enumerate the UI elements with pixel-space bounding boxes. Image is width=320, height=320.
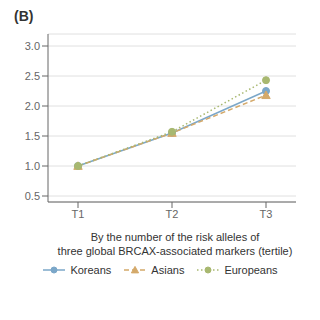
svg-text:2.0: 2.0: [25, 100, 40, 112]
svg-text:3.0: 3.0: [25, 40, 40, 52]
svg-text:1.0: 1.0: [25, 160, 40, 172]
svg-text:T1: T1: [72, 208, 85, 220]
html-text:Asians: Asians: [151, 264, 185, 276]
html-text:Europeans: Europeans: [224, 264, 278, 276]
svg-text:1.5: 1.5: [25, 130, 40, 142]
svg-text:0.5: 0.5: [25, 190, 40, 202]
svg-text:2.5: 2.5: [25, 70, 40, 82]
html-text:three global BRCAX-associated: three global BRCAX-associated markers (t…: [57, 245, 293, 257]
svg-text:T2: T2: [166, 208, 179, 220]
html-text:Koreans: Koreans: [70, 264, 112, 276]
svg-text:T3: T3: [260, 208, 273, 220]
html-text:(B): (B): [14, 8, 34, 24]
html-text:By the number of the risk alle: By the number of the risk alleles of: [90, 231, 260, 243]
